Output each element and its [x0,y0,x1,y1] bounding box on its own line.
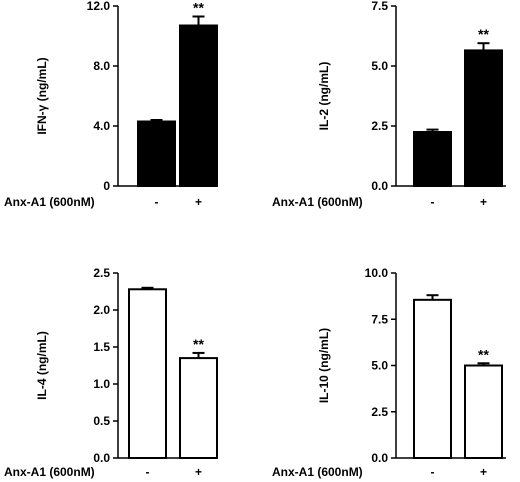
y-tick-label: 0.0 [93,451,110,465]
y-tick-label: 4.0 [93,119,110,133]
bar-treated [464,364,503,459]
y-tick-label: 0.0 [371,451,388,465]
y-tick-label: 8.0 [93,59,110,73]
bar-treated [179,357,218,460]
category-label: - [155,195,159,209]
category-label: + [195,465,202,479]
y-axis-title: IL-4 (ng/mL) [35,331,49,400]
y-tick-label: 12.0 [87,0,111,13]
y-tick-label: 0 [103,179,110,193]
category-label: - [431,195,435,209]
y-tick-label: 1.5 [93,340,110,354]
significance-mark: ** [193,0,204,16]
significance-mark: ** [478,26,489,42]
y-tick-label: 2.5 [371,119,388,133]
significance-mark: ** [478,346,489,362]
x-axis-title: Anx-A1 (600nM) [272,465,363,479]
y-tick-label: 0.5 [93,414,110,428]
x-axis-title: Anx-A1 (600nM) [272,195,363,209]
category-label: + [480,195,487,209]
category-label: - [431,465,435,479]
y-tick-label: 0.0 [371,179,388,193]
y-tick-label: 1.0 [93,377,110,391]
y-tick-label: 2.5 [371,405,388,419]
category-label: + [480,465,487,479]
bar-control [128,288,167,459]
category-label: + [195,195,202,209]
y-tick-label: 7.5 [371,0,388,13]
chart-panel-4: 0.0 2.5 5.0 7.5 10.0 IL-10 (ng/mL) - ** + Anx-A1 … [272,266,506,479]
bar-control [413,298,452,460]
y-tick-label: 7.5 [371,312,388,326]
y-tick-label: 2.0 [93,303,110,317]
significance-mark: ** [193,336,204,352]
category-label: - [146,465,150,479]
y-tick-label: 5.0 [371,359,388,373]
bar-control [137,120,176,187]
chart-panel-1: 0 4.0 8.0 12.0 IFN-γ (ng/mL) - ** + Anx-A1 (600n… [4,0,218,209]
y-axis-title: IL-10 (ng/mL) [317,328,331,403]
x-axis-title: Anx-A1 (600nM) [4,195,95,209]
bar-treated [464,49,503,188]
y-tick-label: 5.0 [371,59,388,73]
y-tick-label: 10.0 [365,266,389,280]
y-axis-title: IFN-γ (ng/mL) [35,57,49,134]
chart-panel-2: 0.0 2.5 5.0 7.5 IL-2 (ng/mL) - ** + Anx-A1 (600n… [272,0,506,209]
y-axis-title: IL-2 (ng/mL) [317,62,331,131]
x-axis-title: Anx-A1 (600nM) [4,465,95,479]
bar-treated [179,24,218,187]
bar-control [413,131,452,187]
y-tick-label: 2.5 [93,266,110,280]
chart-panel-3: 0.0 0.5 1.0 1.5 2.0 2.5 IL-4 (ng/mL) - ** + Anx-A1… [4,266,218,479]
